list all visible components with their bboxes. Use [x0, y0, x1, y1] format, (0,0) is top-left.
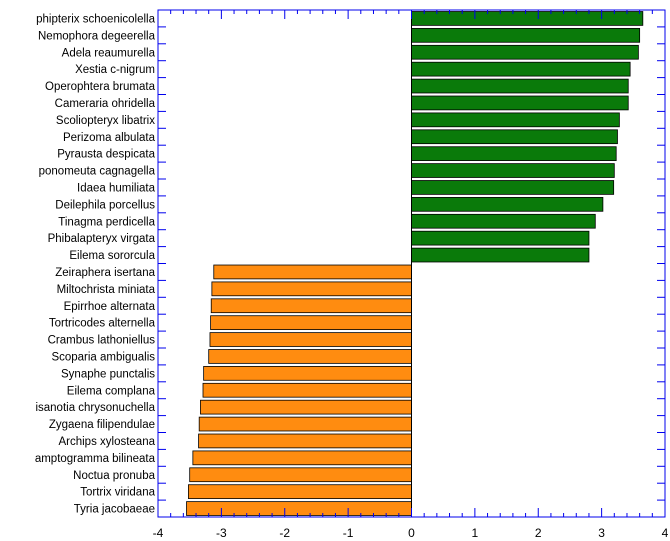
category-label: Archips xylosteana	[58, 436, 155, 448]
category-label: Pyrausta despicata	[57, 149, 155, 161]
bar-30	[186, 501, 412, 516]
bar-11	[411, 180, 615, 195]
x-tick-label: 4	[662, 526, 669, 540]
bar-17	[211, 281, 412, 297]
category-labels: phipterix schoenicolella Nemophora degeer…	[35, 13, 156, 515]
category-label: Tortricodes alternella	[49, 318, 156, 330]
x-tick-labels: -4 -3 -2 -1 0 1 2 3 4	[153, 526, 669, 540]
category-label: Eilema complana	[67, 385, 156, 397]
category-label: amptogramma bilineata	[35, 453, 156, 465]
bar-22	[203, 366, 412, 381]
category-label: phipterix schoenicolella	[36, 13, 156, 25]
category-label: Operophtera brumata	[45, 81, 156, 93]
category-label: ponomeuta cagnagella	[39, 166, 156, 178]
category-label: Eilema sororcula	[69, 250, 155, 262]
bar-16	[213, 264, 412, 280]
category-label: Crambus lathoniellus	[48, 335, 156, 347]
x-tick-label: 0	[408, 526, 415, 540]
bar-23	[202, 382, 412, 398]
category-label: Deilephila porcellus	[55, 199, 155, 211]
bar-10	[411, 163, 615, 178]
x-tick-label: 2	[535, 526, 542, 540]
category-label: Adela reaumurella	[62, 47, 156, 59]
bar-19	[210, 315, 412, 330]
bar-18	[210, 298, 412, 314]
x-tick-label: -3	[216, 526, 227, 540]
bar-6	[411, 95, 629, 111]
bar-2	[411, 28, 641, 43]
x-tick-label: 3	[598, 526, 605, 540]
bar-29	[188, 484, 412, 499]
category-label: Synaphe punctalis	[61, 368, 155, 380]
axes-group	[157, 9, 666, 518]
x-tick-label: -4	[153, 526, 164, 540]
category-label: Cameraria ohridella	[55, 98, 156, 110]
bar-27	[192, 450, 412, 466]
category-label: Noctua pronuba	[73, 470, 155, 482]
bar-28	[189, 467, 412, 483]
bar-13	[411, 213, 596, 229]
x-tick-label: 1	[472, 526, 479, 540]
x-tick-label: -2	[279, 526, 290, 540]
category-label: Tortrix viridana	[80, 487, 155, 499]
category-label: Idaea humiliata	[77, 182, 156, 194]
category-label: Miltochrista miniata	[57, 284, 156, 296]
bar-9	[411, 146, 617, 161]
category-label: Zeiraphera isertana	[55, 267, 155, 279]
bar-8	[411, 129, 618, 145]
bar-14	[411, 230, 590, 246]
category-label: Perizoma albulata	[63, 132, 156, 144]
category-label: Tinagma perdicella	[58, 216, 155, 228]
bar-21	[208, 349, 412, 364]
bar-15	[411, 247, 590, 263]
category-label: Xestia c-nigrum	[75, 64, 155, 76]
category-label: Zygaena filipendulae	[49, 419, 155, 431]
x-tick-label: -1	[343, 526, 354, 540]
bar-5	[411, 78, 629, 94]
bar-12	[411, 197, 604, 212]
bar-4	[411, 61, 631, 77]
category-label: Nemophora degeerella	[38, 30, 156, 42]
category-label: Scoliopteryx libatrix	[56, 115, 155, 127]
bar-25	[198, 416, 412, 432]
bar-1	[411, 11, 644, 26]
category-label: Tyria jacobaeae	[74, 504, 155, 516]
bars-group	[186, 11, 644, 516]
bar-24	[200, 399, 412, 415]
category-label: Scoparia ambigualis	[51, 351, 155, 363]
category-label: Phibalapteryx virgata	[48, 233, 156, 245]
bar-20	[209, 332, 412, 347]
bar-26	[198, 433, 412, 449]
category-label: Epirrhoe alternata	[64, 301, 156, 313]
bar-3	[411, 44, 639, 60]
bar-7	[411, 112, 620, 128]
category-label: isanotia chrysonuchella	[35, 402, 155, 414]
